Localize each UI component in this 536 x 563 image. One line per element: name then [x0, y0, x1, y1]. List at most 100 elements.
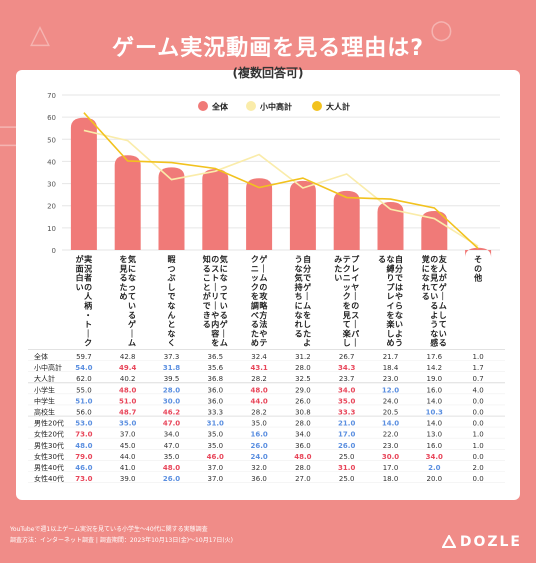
x-tick-label: ｜: [128, 328, 136, 338]
table-row-label: 男性30代: [34, 441, 64, 450]
table-cell: 37.0: [120, 431, 136, 439]
x-tick-label: れ: [422, 283, 430, 292]
x-tick-label: を: [430, 264, 438, 273]
x-tick-label: 見: [118, 263, 127, 273]
x-tick-label: い: [334, 274, 342, 283]
table-cell: 36.5: [208, 353, 224, 361]
bar: [465, 247, 492, 258]
table-cell: 1.0: [473, 442, 484, 450]
table-row-label: 男性40代: [34, 463, 64, 472]
table-cell: 34.0: [164, 431, 180, 439]
x-tick-label: そ: [474, 255, 482, 264]
legend-marker: [246, 101, 256, 111]
x-tick-label: ッ: [343, 283, 351, 292]
x-tick-label: 自: [395, 254, 403, 264]
table-cell: 54.0: [75, 364, 92, 372]
x-tick-label: う: [430, 320, 438, 329]
x-tick-label: ゲ: [303, 282, 311, 292]
x-tick-label: 方: [259, 310, 267, 320]
x-tick-label: よ: [395, 329, 403, 338]
x-tick-label: 楽: [342, 328, 352, 338]
x-tick-label: と: [168, 320, 176, 329]
table-cell: 48.0: [250, 386, 267, 394]
table-cell: 34.0: [338, 386, 355, 394]
x-tick-label: し: [387, 329, 395, 338]
x-tick-label: ム: [439, 302, 447, 311]
x-tick-label: つ: [168, 264, 176, 273]
table-cell: 37.0: [208, 475, 224, 483]
x-tick-label: に: [128, 264, 136, 273]
y-tick-label: 30: [47, 181, 56, 189]
x-tick-label: 覚: [421, 254, 430, 264]
x-tick-label: て: [430, 283, 438, 292]
x-tick-label: 見: [342, 310, 351, 320]
table-cell: 37.0: [208, 464, 224, 472]
x-tick-label: い: [439, 329, 447, 338]
table-cell: 0.0: [473, 409, 484, 417]
x-tick-label: し: [168, 283, 176, 292]
x-tick-label: 内: [211, 319, 219, 329]
legend-label: 小中高計: [259, 102, 292, 112]
x-tick-label: な: [128, 274, 136, 283]
table-row-label: 大人計: [34, 374, 55, 383]
x-tick-label: ニ: [343, 274, 351, 283]
x-tick-label: を: [343, 302, 351, 311]
x-tick-label: ・: [84, 311, 92, 320]
x-tick-label: ゲ: [439, 282, 447, 292]
x-tick-label: 気: [128, 254, 136, 264]
x-tick-label: プ: [387, 282, 396, 292]
table-cell: 44.0: [120, 453, 136, 461]
table-cell: 36.0: [208, 397, 224, 405]
x-tick-label: で: [168, 292, 176, 301]
table-cell: 30.8: [295, 409, 311, 417]
dozle-logo-icon: [441, 535, 456, 548]
table-cell: 28.0: [163, 386, 180, 394]
x-tick-label: 人: [84, 291, 93, 301]
x-tick-label: を: [251, 292, 259, 301]
table-cell: 12.0: [382, 386, 399, 394]
x-tick-label: で: [303, 274, 311, 283]
table-cell: 32.4: [251, 353, 267, 361]
table-cell: 35.0: [251, 420, 267, 428]
x-tick-label: て: [220, 292, 228, 301]
table-cell: 26.0: [295, 397, 311, 405]
x-tick-label: み: [334, 255, 342, 264]
x-tick-label: の: [259, 283, 267, 292]
x-tick-label: パ: [351, 328, 359, 338]
table-cell: 36.0: [208, 386, 224, 394]
legend-label: 大人計: [326, 102, 350, 112]
table-row-label: 女性40代: [34, 474, 64, 483]
x-tick-label: が: [439, 273, 448, 283]
x-tick-label: ｜: [220, 328, 228, 338]
x-tick-label: め: [387, 339, 395, 348]
x-tick-label: 容: [210, 328, 219, 338]
table-cell: 73.0: [75, 475, 92, 483]
table-cell: 26.0: [163, 475, 180, 483]
bar: [421, 211, 448, 250]
x-tick-label: イ: [351, 274, 359, 283]
footer-survey-title: YouTubeで週1以上ゲーム実況を見ている小学生〜40代に関する実態調査: [10, 526, 208, 533]
table-cell: 0.0: [473, 475, 484, 483]
table-cell: 17.0: [383, 464, 399, 472]
x-tick-label: の: [351, 302, 359, 311]
table-cell: 36.8: [208, 375, 224, 383]
x-tick-label: 柄: [84, 301, 92, 311]
table-cell: 39.5: [164, 375, 180, 383]
x-tick-label: し: [439, 311, 447, 320]
table-cell: 26.0: [250, 442, 267, 450]
table-cell: 21.0: [338, 420, 355, 428]
x-tick-label: 縛: [387, 263, 395, 273]
table-cell: 47.0: [163, 420, 180, 428]
x-tick-label: 実: [84, 254, 92, 264]
x-tick-label: ｜: [303, 291, 311, 301]
x-tick-label: た: [334, 263, 342, 273]
table-cell: 51.0: [75, 397, 92, 405]
x-tick-label: 攻: [259, 291, 268, 301]
x-tick-label: 分: [395, 263, 403, 273]
table-cell: 28.0: [295, 420, 311, 428]
table-cell: 1.7: [473, 364, 484, 372]
table-cell: 18.0: [383, 475, 399, 483]
x-tick-label: 白: [76, 273, 84, 283]
x-tick-label: く: [168, 339, 176, 348]
x-tick-label: な: [168, 329, 176, 338]
